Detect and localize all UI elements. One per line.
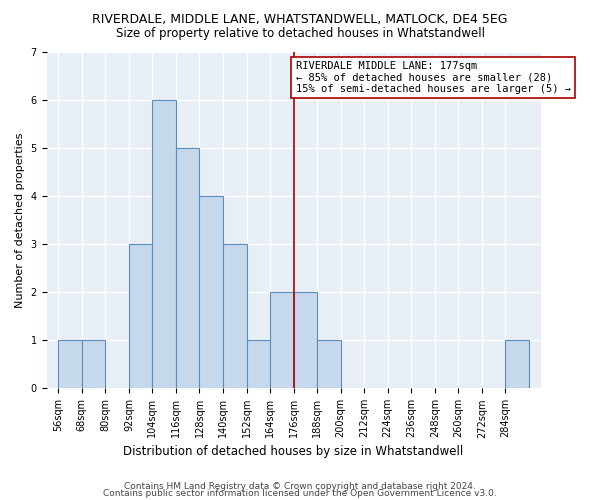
X-axis label: Distribution of detached houses by size in Whatstandwell: Distribution of detached houses by size … [124,444,464,458]
Bar [223,244,247,388]
Bar [247,340,270,388]
Bar [293,292,317,388]
Text: Contains public sector information licensed under the Open Government Licence v3: Contains public sector information licen… [103,490,497,498]
Text: Size of property relative to detached houses in Whatstandwell: Size of property relative to detached ho… [115,28,485,40]
Text: RIVERDALE MIDDLE LANE: 177sqm
← 85% of detached houses are smaller (28)
15% of s: RIVERDALE MIDDLE LANE: 177sqm ← 85% of d… [296,61,571,94]
Bar [317,340,341,388]
Bar [129,244,152,388]
Bar [199,196,223,388]
Bar [505,340,529,388]
Text: RIVERDALE, MIDDLE LANE, WHATSTANDWELL, MATLOCK, DE4 5EG: RIVERDALE, MIDDLE LANE, WHATSTANDWELL, M… [92,12,508,26]
Bar [270,292,293,388]
Bar [58,340,82,388]
Y-axis label: Number of detached properties: Number of detached properties [15,132,25,308]
Bar [152,100,176,389]
Text: Contains HM Land Registry data © Crown copyright and database right 2024.: Contains HM Land Registry data © Crown c… [124,482,476,491]
Bar [82,340,106,388]
Bar [176,148,199,388]
